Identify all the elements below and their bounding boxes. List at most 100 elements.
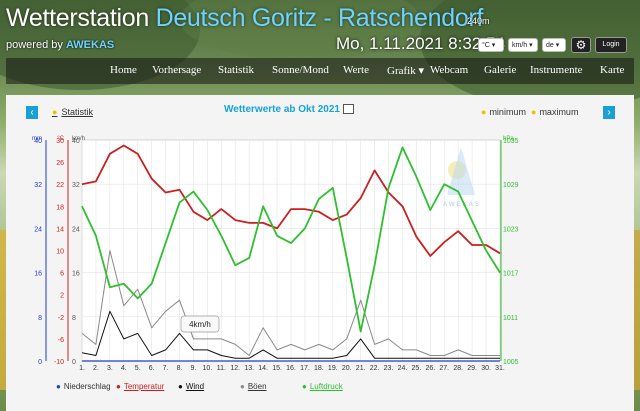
x-tick-label: 6. (149, 365, 155, 372)
nav-galerie[interactable]: Galerie (484, 64, 517, 76)
axis-tick-label: -2 (58, 315, 64, 322)
minimum-toggle[interactable]: ● minimum (481, 107, 526, 117)
axis-tick-label: 8 (72, 315, 76, 322)
x-tick-label: 10. (203, 365, 213, 372)
x-tick-label: 30. (481, 365, 491, 372)
elevation-label: 240m (467, 16, 490, 26)
series-temperatur (81, 144, 501, 257)
x-tick-label: 23. (384, 365, 394, 372)
x-tick-label: 27. (439, 365, 449, 372)
axis-tick-label: 10 (56, 249, 64, 256)
nav-statistik[interactable]: Statistik (218, 64, 255, 76)
awekas-watermark: AWEKAS (443, 147, 479, 208)
axis-tick-label: 2 (60, 293, 64, 300)
next-period-button[interactable]: › (603, 106, 615, 119)
x-tick-label: 3. (107, 365, 113, 372)
legend-boeen[interactable]: ● Böen (240, 382, 267, 391)
table-icon[interactable] (342, 104, 354, 115)
x-tick-label: 12. (230, 365, 240, 372)
axis-tick-label: 1035 (503, 138, 519, 145)
x-tick-label: 26. (425, 365, 435, 372)
x-tick-label: 28. (453, 365, 463, 372)
axis-tick-label: 1017 (503, 271, 519, 278)
nav-karte[interactable]: Karte (600, 64, 625, 76)
axis-tick-label: 40 (34, 138, 42, 145)
x-tick-label: 22. (370, 365, 380, 372)
site-header: Wetterstation Deutsch Goritz - Ratschend… (0, 0, 640, 60)
x-tick-label: 7. (163, 365, 169, 372)
gear-icon[interactable]: ⚙ (571, 37, 591, 53)
login-button[interactable]: Login (595, 37, 627, 53)
x-tick-label: 1. (79, 365, 85, 372)
nav-webcam[interactable]: Webcam (430, 64, 469, 76)
nav-sonne-mond[interactable]: Sonne/Mond (272, 64, 329, 76)
weather-chart: 0816243240mm-10-6-226101418222630°C08162… (32, 136, 519, 372)
tooltip-text: 4km/h (189, 320, 211, 329)
powered-by: powered by AWEKAS (6, 39, 115, 51)
axis-tick-label: 40 (72, 138, 80, 145)
x-tick-label: 25. (412, 365, 422, 372)
nav-vorhersage[interactable]: Vorhersage (152, 64, 202, 76)
axis-tick-label: 1023 (503, 226, 519, 233)
x-tick-label: 31. (495, 365, 505, 372)
series-wind (81, 310, 500, 359)
site-title[interactable]: Wetterstation Deutsch Goritz - Ratschend… (6, 4, 484, 32)
x-tick-label: 4. (121, 365, 127, 372)
current-datetime: Mo, 1.11.2021 8:32:54 (336, 34, 505, 53)
axis-tick-label: 1011 (503, 315, 518, 322)
legend-temperatur[interactable]: ● Temperatur (116, 382, 165, 391)
x-tick-label: 17. (300, 365, 310, 372)
x-tick-label: 16. (286, 365, 296, 372)
statistics-panel: ‹ ● Statistik Wetterwerte ab Okt 2021 ● mi… (6, 95, 634, 411)
x-tick-label: 13. (244, 365, 254, 372)
series-boeen (81, 250, 500, 356)
axis-title: hPa (503, 136, 514, 142)
nav-grafik[interactable]: Grafik ▾ (387, 65, 424, 77)
axis-tick-label: 0 (72, 359, 76, 366)
axis-tick-label: 32 (72, 182, 80, 189)
maximum-toggle[interactable]: ● maximum (531, 107, 579, 117)
x-tick-label: 15. (272, 365, 282, 372)
grid-lines (81, 140, 501, 361)
axis-tick-label: 16 (34, 271, 42, 278)
chart-title: Wetterwerte ab Okt 2021 (224, 104, 354, 115)
axis-title: km/h (72, 136, 85, 142)
temperature-unit-select[interactable]: °C ▾ (478, 38, 504, 52)
nav-home[interactable]: Home (110, 64, 137, 76)
x-tick-label: 24. (398, 365, 408, 372)
axis-tick-label: 30 (56, 138, 64, 145)
x-tick-label: 14. (258, 365, 268, 372)
awekas-link[interactable]: AWEKAS (65, 39, 115, 51)
legend-niederschlag[interactable]: ● Niederschlag (56, 382, 111, 391)
statistik-link[interactable]: ● Statistik (52, 107, 93, 117)
speed-unit-select[interactable]: km/h ▾ (508, 38, 538, 52)
axis-tick-label: 18 (56, 204, 64, 211)
axis-tick-label: 1005 (503, 359, 519, 366)
axis-tick-label: 16 (72, 271, 80, 278)
x-tick-label: 21. (356, 365, 366, 372)
axis-tick-label: 0 (38, 359, 42, 366)
axis-tick-label: 32 (34, 182, 42, 189)
axis-title: mm (32, 136, 42, 142)
x-tick-label: 5. (135, 365, 141, 372)
x-tick-label: 18. (314, 365, 324, 372)
legend-wind[interactable]: ● Wind (178, 382, 205, 391)
prev-period-button[interactable]: ‹ (26, 106, 38, 119)
nav-werte[interactable]: Werte (343, 64, 369, 76)
x-tick-label: 2. (93, 365, 99, 372)
legend-luftdruck[interactable]: ● Luftdruck (302, 382, 343, 391)
axis-tick-label: 8 (38, 315, 42, 322)
language-select[interactable]: de ▾ (542, 38, 566, 52)
nav-instrumente[interactable]: Instrumente (530, 64, 583, 76)
axis-tick-label: 14 (56, 226, 64, 233)
axis-tick-label: 1029 (503, 182, 519, 189)
x-tick-label: 8. (177, 365, 183, 372)
axis-tick-label: -6 (58, 337, 64, 344)
yellow-dot-icon: ● (52, 107, 58, 117)
axis-tick-label: 22 (56, 182, 64, 189)
tooltip-box (180, 315, 220, 333)
x-tick-label: 9. (191, 365, 197, 372)
axis-tick-label: 6 (60, 271, 64, 278)
series-luftdruck (81, 146, 501, 333)
axis-title: °C (57, 136, 64, 142)
